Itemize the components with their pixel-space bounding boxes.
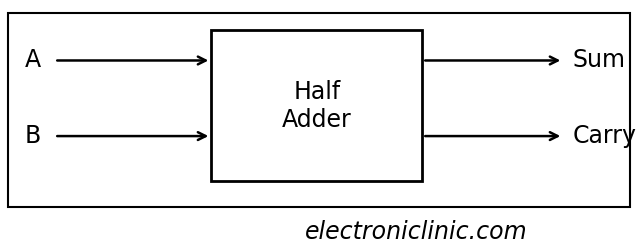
- Text: Carry: Carry: [573, 124, 637, 148]
- Text: B: B: [24, 124, 40, 148]
- Bar: [8, 13, 630, 207]
- Text: Sum: Sum: [573, 48, 626, 73]
- Text: A: A: [24, 48, 40, 73]
- Bar: [211, 30, 422, 181]
- Text: electroniclinic.com: electroniclinic.com: [305, 220, 527, 244]
- Text: Half
Adder: Half Adder: [282, 80, 351, 132]
